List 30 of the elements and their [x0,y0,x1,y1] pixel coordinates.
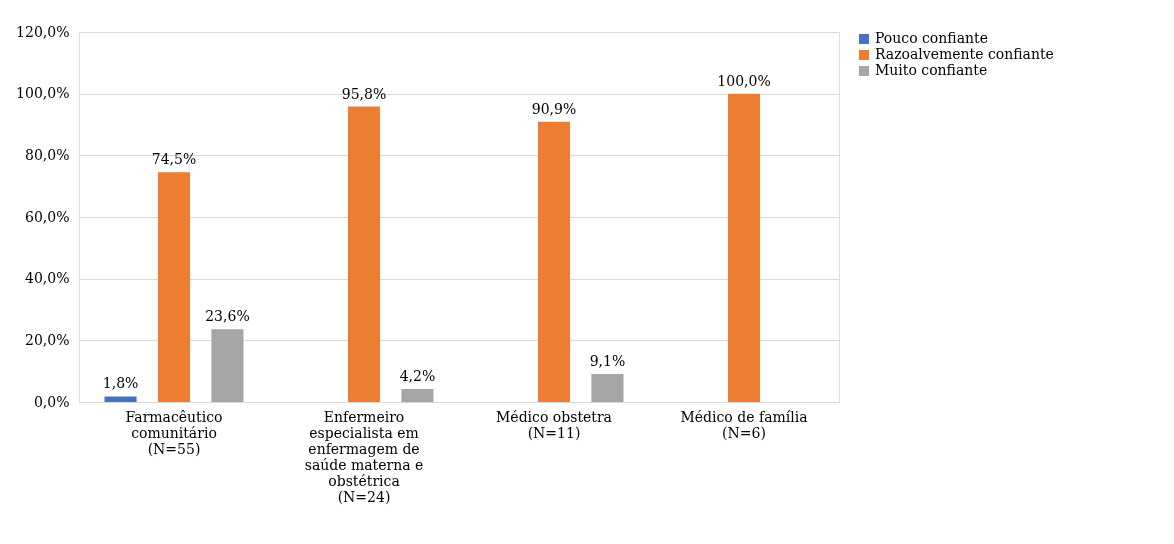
x-tick-label: Médico obstetra (N=11) [496,408,612,441]
data-label: 23,6% [205,308,250,325]
legend-label: Muito confiante [875,62,988,78]
bar [347,106,381,402]
bar [104,396,137,402]
bar [401,389,434,402]
x-tick-label: Farmacêutico comunitário (N=55) [125,408,223,457]
bar [211,329,244,402]
y-tick-label: 80,0% [25,146,70,163]
data-label: 4,2% [399,368,436,385]
y-tick-label: 100,0% [16,85,70,102]
data-label: 74,5% [151,151,197,168]
y-tick-label: 20,0% [25,331,70,348]
data-label: 9,1% [589,352,626,369]
y-tick-label: 60,0% [25,208,70,225]
bar [591,373,624,402]
data-label: 100,0% [717,72,771,89]
bar [537,121,571,402]
legend-label: Razoalvemente confiante [875,46,1054,62]
data-label: 95,8% [341,85,387,102]
x-tick-label: Enfermeiro especialista em enfermagem de saúde materna e obstétrica (N=24) [304,408,424,505]
x-tick-label: Médico de família (N=6) [680,408,808,441]
y-tick-label: 120,0% [16,23,70,40]
data-label: 1,8% [102,375,139,392]
data-label: 90,9% [531,100,577,117]
y-tick-label: 40,0% [25,270,70,287]
y-tick-label: 0,0% [33,393,70,410]
bar [157,172,191,402]
bar [727,93,761,402]
legend-label: Pouco confiante [875,30,988,46]
